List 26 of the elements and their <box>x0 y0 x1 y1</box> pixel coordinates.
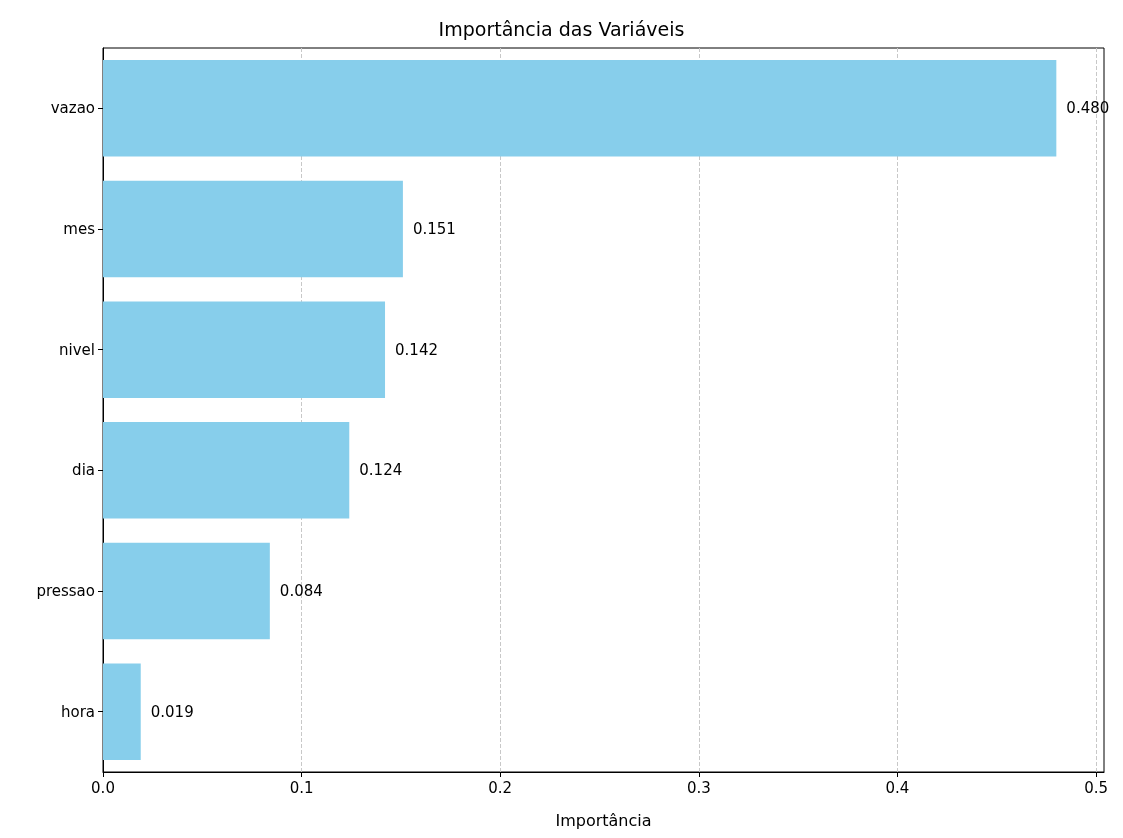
data-label: 0.124 <box>359 461 403 480</box>
bar <box>103 542 270 640</box>
x-tick-label: 0.0 <box>91 778 115 797</box>
bar <box>103 180 403 278</box>
x-tick-label: 0.4 <box>885 778 910 797</box>
x-tick-label: 0.1 <box>289 778 314 797</box>
x-tick-label: 0.3 <box>686 778 711 797</box>
y-tick-label: dia <box>72 461 95 480</box>
data-label: 0.084 <box>279 582 323 600</box>
y-tick-label: mes <box>63 220 96 238</box>
bar <box>103 301 386 398</box>
data-label: 0.019 <box>150 702 194 721</box>
y-tick-label: nivel <box>59 340 95 359</box>
x-tick-label: 0.5 <box>1084 778 1108 797</box>
x-tick-label: 0.2 <box>488 778 513 797</box>
x-axis-title: Importância <box>555 810 652 830</box>
bar <box>103 422 350 519</box>
bar <box>103 663 141 760</box>
y-tick-label: pressao <box>36 582 95 600</box>
y-tick-label: hora <box>60 702 95 721</box>
data-label: 0.142 <box>395 340 438 359</box>
data-label: 0.480 <box>1066 99 1110 118</box>
bar <box>103 60 1057 157</box>
data-label: 0.151 <box>412 220 456 238</box>
y-tick-label: vazao <box>50 99 95 118</box>
chart-title: Importância das Variáveis <box>438 17 685 40</box>
